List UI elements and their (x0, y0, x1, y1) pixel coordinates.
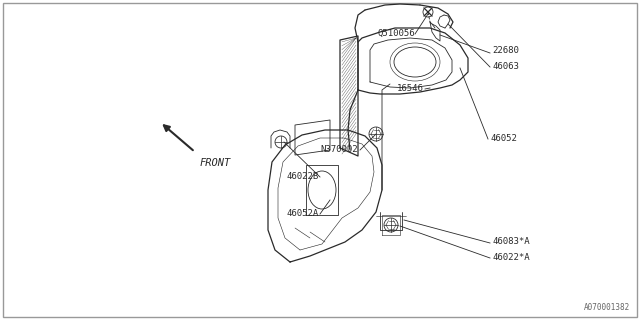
Text: 46063: 46063 (492, 61, 519, 70)
Text: FRONT: FRONT (200, 158, 231, 168)
Text: 46052A: 46052A (287, 209, 319, 218)
Text: Q510056: Q510056 (378, 28, 415, 37)
Text: 46083*A: 46083*A (492, 237, 530, 246)
Text: 22680: 22680 (492, 45, 519, 54)
Text: N370002: N370002 (321, 145, 358, 154)
Text: 46052: 46052 (490, 133, 517, 142)
Text: 46022*A: 46022*A (492, 253, 530, 262)
Text: A070001382: A070001382 (584, 303, 630, 312)
Text: 16546: 16546 (397, 84, 424, 92)
Text: 46022B: 46022B (287, 172, 319, 180)
